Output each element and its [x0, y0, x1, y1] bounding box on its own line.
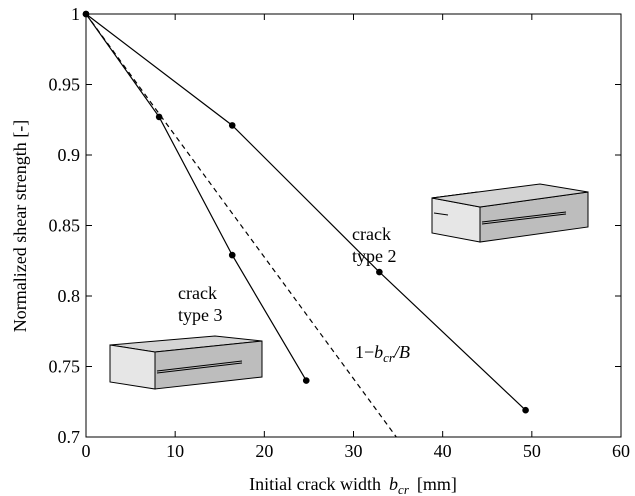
crack-type-3-illustration	[109, 335, 263, 390]
x-label-part: Initial crack width	[249, 474, 381, 494]
series-line	[85, 13, 527, 411]
series-line	[85, 13, 307, 381]
x-tick-label: 0	[82, 441, 91, 461]
x-label-part: cr	[398, 482, 410, 496]
annotation: type 3	[178, 305, 223, 325]
y-tick-label: 0.85	[49, 216, 81, 236]
y-axis-label: Normalized shear strength [-]	[10, 120, 30, 332]
data-point	[228, 251, 236, 259]
data-point	[228, 122, 236, 129]
x-tick-label: 50	[523, 441, 541, 461]
y-tick-label: 0.9	[58, 145, 81, 165]
formula-part: cr	[383, 350, 395, 365]
x-tick-label: 30	[345, 441, 363, 461]
data-point	[302, 377, 310, 384]
data-point	[376, 268, 383, 276]
data-point	[522, 406, 529, 414]
x-tick-label: 20	[255, 441, 273, 461]
y-tick-label: 0.8	[58, 286, 81, 306]
x-label-part: [mm]	[417, 474, 457, 494]
annotation: crack	[178, 283, 217, 303]
x-label-part: b	[389, 474, 398, 494]
formula-part: /B	[393, 342, 410, 362]
annotation: type 2	[352, 246, 397, 266]
formula-part: b	[374, 342, 383, 362]
crack-type-2-illustration	[431, 183, 589, 243]
x-tick-label: 10	[166, 441, 184, 461]
x-axis-label: Initial crack width bcr [mm]	[249, 474, 457, 496]
y-tick-label: 0.75	[49, 357, 81, 377]
formula-annotation: 1−bcr/B	[355, 342, 410, 365]
x-tick-label: 40	[434, 441, 452, 461]
y-tick-label: 1	[71, 4, 80, 24]
formula-part: 1−	[355, 342, 374, 362]
series-line	[85, 13, 397, 438]
y-tick-label: 0.7	[58, 427, 81, 447]
y-tick-label: 0.95	[49, 75, 81, 95]
data-point	[155, 113, 163, 121]
annotation: crack	[352, 224, 391, 244]
x-tick-label: 60	[612, 441, 630, 461]
